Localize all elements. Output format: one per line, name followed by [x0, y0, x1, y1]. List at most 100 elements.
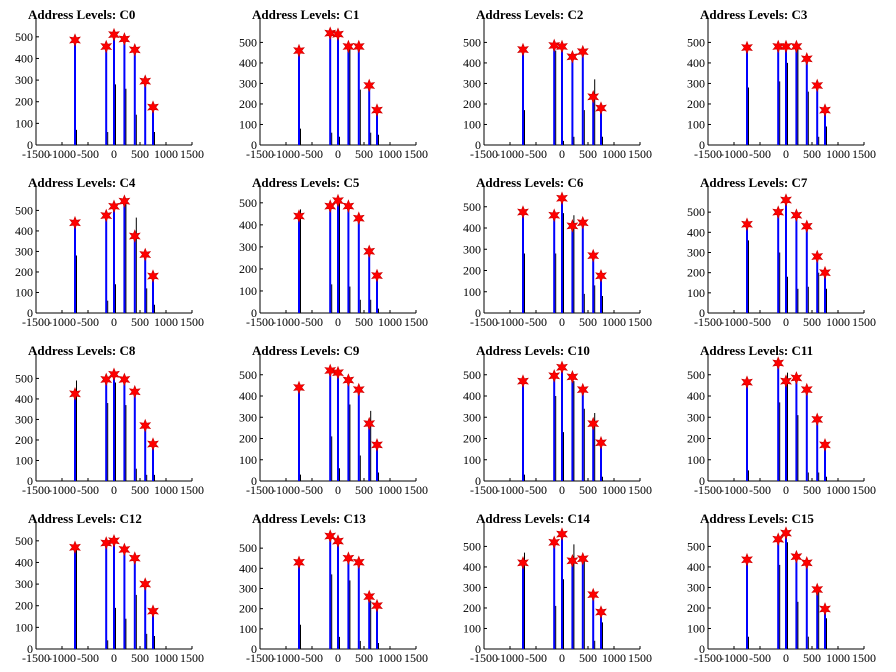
x-tick-label: 0: [559, 483, 565, 497]
y-tick-label: 400: [239, 56, 257, 70]
x-tick-label: 1500: [628, 483, 652, 497]
bar: [785, 533, 787, 649]
bar: [522, 49, 524, 145]
bar: [571, 225, 574, 313]
star-marker: [147, 604, 159, 618]
star-marker: [108, 199, 120, 214]
y-tick-label: 300: [15, 577, 33, 591]
chart-panel: Address Levels: C6 -1500 -1000 -500 0 500 1000…: [448, 168, 672, 336]
bar: [592, 255, 595, 313]
y-tick-label: 200: [463, 601, 481, 615]
bar: [133, 391, 136, 481]
bar: [600, 612, 602, 649]
x-tick-label: 500: [579, 315, 597, 329]
bar: [746, 382, 748, 481]
star-marker: [332, 365, 344, 380]
star-marker: [576, 551, 589, 566]
x-tick-label: 1000: [378, 483, 402, 497]
y-tick-label: 100: [463, 453, 481, 467]
star-marker: [772, 356, 785, 370]
y-tick-label: 300: [687, 76, 705, 90]
x-tick-label: 1000: [602, 147, 626, 161]
x-tick-label: -500: [77, 315, 99, 329]
y-tick-label: 0: [27, 474, 33, 488]
bar: [329, 370, 332, 481]
y-tick-label: 500: [15, 534, 33, 548]
bar: [298, 562, 300, 649]
bar: [581, 51, 584, 145]
y-tick-label: 500: [15, 30, 33, 44]
chart-svg: Address Levels: C3-1500-1000 -500 0 500 1000…: [687, 7, 876, 161]
star-marker: [139, 577, 152, 591]
bar: [592, 96, 595, 145]
x-tick-label: 500: [131, 315, 149, 329]
star-marker: [342, 373, 355, 387]
bar: [553, 542, 556, 649]
y-tick-label: 200: [15, 95, 33, 109]
x-tick-label: 0: [559, 315, 565, 329]
y-tick-label: 300: [15, 73, 33, 87]
bar: [522, 381, 524, 481]
star-marker: [517, 42, 529, 57]
y-tick-label: 400: [687, 225, 705, 239]
x-tick-label: -1000: [720, 651, 748, 665]
star-marker: [576, 215, 589, 230]
y-tick-label: 400: [463, 56, 481, 70]
bar: [105, 379, 108, 481]
chart-title: Address Levels: C2: [476, 7, 583, 22]
chart-title: Address Levels: C10: [476, 343, 590, 358]
bar: [600, 108, 602, 145]
star-marker: [800, 52, 813, 66]
x-tick-label: -500: [301, 315, 323, 329]
y-tick-label: 500: [15, 203, 33, 217]
x-tick-label: 0: [335, 147, 341, 161]
bar: [777, 363, 780, 481]
x-tick-label: -1000: [496, 315, 524, 329]
bar: [581, 389, 584, 481]
bar: [571, 560, 574, 649]
star-marker: [741, 217, 753, 232]
bar: [785, 381, 787, 481]
x-tick-label: -500: [525, 483, 547, 497]
y-tick-label: 500: [687, 205, 705, 219]
star-marker: [118, 32, 131, 46]
bar: [347, 380, 350, 481]
y-tick-label: 100: [687, 286, 705, 300]
star-marker: [128, 229, 141, 243]
x-tick-label: -1500: [694, 651, 722, 665]
y-tick-label: 400: [687, 389, 705, 403]
x-tick-label: 500: [355, 315, 373, 329]
x-tick-label: 0: [783, 147, 789, 161]
y-tick-label: 100: [15, 285, 33, 299]
star-marker: [566, 370, 579, 384]
bar: [600, 442, 602, 481]
bar: [571, 56, 574, 145]
star-marker: [790, 371, 803, 385]
y-tick-label: 200: [239, 602, 257, 616]
star-marker: [587, 416, 600, 431]
x-tick-label: -1500: [694, 315, 722, 329]
star-marker: [147, 100, 159, 114]
bar: [368, 85, 371, 145]
bar: [785, 46, 787, 145]
star-marker: [595, 101, 607, 115]
y-tick-label: 100: [239, 453, 257, 467]
y-tick-label: 400: [239, 389, 257, 403]
x-tick-label: -500: [525, 651, 547, 665]
y-tick-label: 100: [687, 453, 705, 467]
y-tick-label: 400: [15, 224, 33, 238]
bar: [152, 276, 154, 313]
x-tick-label: 1000: [154, 651, 178, 665]
star-marker: [790, 549, 803, 564]
x-tick-label: 1500: [628, 147, 652, 161]
x-tick-label: -1000: [496, 651, 524, 665]
y-tick-label: 300: [239, 410, 257, 424]
chart-panel: Address Levels: C12 -1500 -1000 -500 0 500 100…: [0, 504, 224, 672]
y-tick-label: 100: [463, 621, 481, 635]
star-marker: [819, 265, 831, 280]
bar: [824, 608, 826, 649]
x-tick-label: -1000: [48, 315, 76, 329]
x-tick-label: -1000: [496, 147, 524, 161]
star-marker: [147, 269, 159, 283]
star-marker: [811, 582, 824, 597]
